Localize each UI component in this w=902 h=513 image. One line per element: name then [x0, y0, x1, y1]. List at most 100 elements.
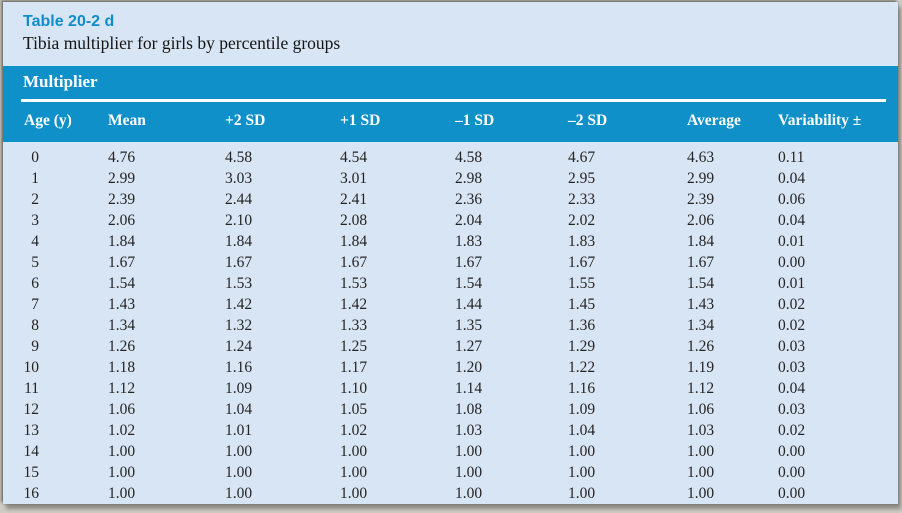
table-cell: 4.58 [225, 149, 253, 166]
table-row: 3 2.06 2.10 2.08 2.04 2.02 2.06 0.04 [3, 210, 898, 231]
table-row: 6 1.54 1.53 1.53 1.54 1.55 1.54 0.01 [3, 273, 898, 294]
table-row: 16 1.00 1.00 1.00 1.00 1.00 1.00 0.00 [3, 483, 898, 504]
table-cell: 1.33 [340, 317, 368, 334]
table-cell: 1.83 [568, 233, 596, 250]
table-cell: 10 [23, 359, 40, 376]
table-body: 0 4.76 4.58 4.54 4.58 4.67 4.63 0.11 1 2.99 3.03 3.… [3, 142, 898, 504]
table-cell: 8 [31, 317, 39, 334]
column-header: –2 SD [548, 102, 667, 142]
table-row: 12 1.06 1.04 1.05 1.08 1.09 1.06 0.03 [3, 399, 898, 420]
table-cell: 1.00 [568, 485, 596, 502]
table-cell: 1.00 [687, 464, 715, 481]
table-cell: 2.02 [568, 212, 596, 229]
table-cell: 1.00 [108, 443, 136, 460]
column-header: Variability ± [758, 102, 898, 142]
table-cell: 1.54 [108, 275, 136, 292]
column-header: Mean [88, 102, 205, 142]
table-cell: 1.84 [340, 233, 368, 250]
table-cell: 0.00 [778, 485, 806, 502]
table-cell: 0.00 [778, 464, 806, 481]
table-cell: 1.05 [340, 401, 368, 418]
table-cell: 4 [31, 233, 39, 250]
table-row: 9 1.26 1.24 1.25 1.27 1.29 1.26 0.03 [3, 336, 898, 357]
table-cell: 1.12 [687, 380, 715, 397]
table-cell: 7 [31, 296, 39, 313]
table-cell: 1.54 [687, 275, 715, 292]
table-cell: 1.02 [340, 422, 368, 439]
table-cell: 9 [31, 338, 39, 355]
table-cell: 4.54 [340, 149, 368, 166]
table-cell: 1.84 [108, 233, 136, 250]
table-cell: 1.00 [687, 443, 715, 460]
table-cell: 3.03 [225, 170, 253, 187]
table-cell: 1.32 [225, 317, 253, 334]
table-cell: 0.00 [778, 254, 806, 271]
table-cell: 1.67 [568, 254, 596, 271]
table-cell: 2.95 [568, 170, 596, 187]
table-cell: 1.34 [108, 317, 136, 334]
table-cell: 2 [31, 191, 39, 208]
band-rule-divider [21, 99, 886, 102]
table-cell: 2.41 [340, 191, 368, 208]
table-cell: 1.43 [108, 296, 136, 313]
table-cell: 1.42 [225, 296, 253, 313]
table-cell: 2.04 [455, 212, 483, 229]
table-cell: 15 [23, 464, 40, 481]
table-cell: 2.99 [687, 170, 715, 187]
table-cell: 12 [23, 401, 40, 418]
table-cell: 1 [31, 170, 39, 187]
table-cell: 1.54 [455, 275, 483, 292]
table-cell: 2.33 [568, 191, 596, 208]
column-header: +1 SD [320, 102, 435, 142]
table-header-row: Age (y) Mean +2 SD +1 SD –1 SD –2 SD Average Va… [3, 102, 898, 142]
table-cell: 16 [23, 485, 40, 502]
table-cell: 2.44 [225, 191, 253, 208]
table-cell: 1.06 [108, 401, 136, 418]
table-cell: 1.26 [687, 338, 715, 355]
table-cell: 1.09 [568, 401, 596, 418]
column-header: Average [667, 102, 758, 142]
table-cell: 1.67 [687, 254, 715, 271]
table-cell: 4.58 [455, 149, 483, 166]
table-cell: 1.45 [568, 296, 596, 313]
table-row: 14 1.00 1.00 1.00 1.00 1.00 1.00 0.00 [3, 441, 898, 462]
table-cell: 1.09 [225, 380, 253, 397]
table-cell: 1.67 [225, 254, 253, 271]
table-cell: 11 [24, 380, 39, 397]
table-cell: 0.06 [778, 191, 806, 208]
column-header: –1 SD [435, 102, 548, 142]
table-cell: 1.01 [225, 422, 253, 439]
table-cell: 0.04 [778, 212, 806, 229]
table-cell: 1.03 [455, 422, 483, 439]
table-cell: 0.04 [778, 380, 806, 397]
table-cell: 1.02 [108, 422, 136, 439]
table-cell: 1.67 [455, 254, 483, 271]
table-cell: 3 [31, 212, 39, 229]
table-row: 10 1.18 1.16 1.17 1.20 1.22 1.19 0.03 [3, 357, 898, 378]
table-row: 15 1.00 1.00 1.00 1.00 1.00 1.00 0.00 [3, 462, 898, 483]
table-cell: 2.98 [455, 170, 483, 187]
table-cell: 1.00 [340, 443, 368, 460]
table-cell: 0.02 [778, 296, 806, 313]
table-cell: 0.02 [778, 317, 806, 334]
column-header: Age (y) [3, 102, 88, 142]
table-cell: 1.34 [687, 317, 715, 334]
table-row: 2 2.39 2.44 2.41 2.36 2.33 2.39 0.06 [3, 189, 898, 210]
table-cell: 1.12 [108, 380, 136, 397]
table-cell: 2.08 [340, 212, 368, 229]
table-cell: 0.03 [778, 338, 806, 355]
table-cell: 1.83 [455, 233, 483, 250]
table-cell: 0.01 [778, 233, 806, 250]
table-cell: 1.00 [225, 443, 253, 460]
table-cell: 1.36 [568, 317, 596, 334]
table-cell: 2.39 [108, 191, 136, 208]
table-cell: 3.01 [340, 170, 368, 187]
table-cell: 1.43 [687, 296, 715, 313]
table-cell: 1.84 [225, 233, 253, 250]
table-cell: 4.67 [568, 149, 596, 166]
table-subtitle: Tibia multiplier for girls by percentile… [23, 33, 341, 53]
table-cell: 1.06 [687, 401, 715, 418]
table-cell: 0.03 [778, 401, 806, 418]
table-cell: 1.00 [108, 464, 136, 481]
table-cell: 4.63 [687, 149, 715, 166]
